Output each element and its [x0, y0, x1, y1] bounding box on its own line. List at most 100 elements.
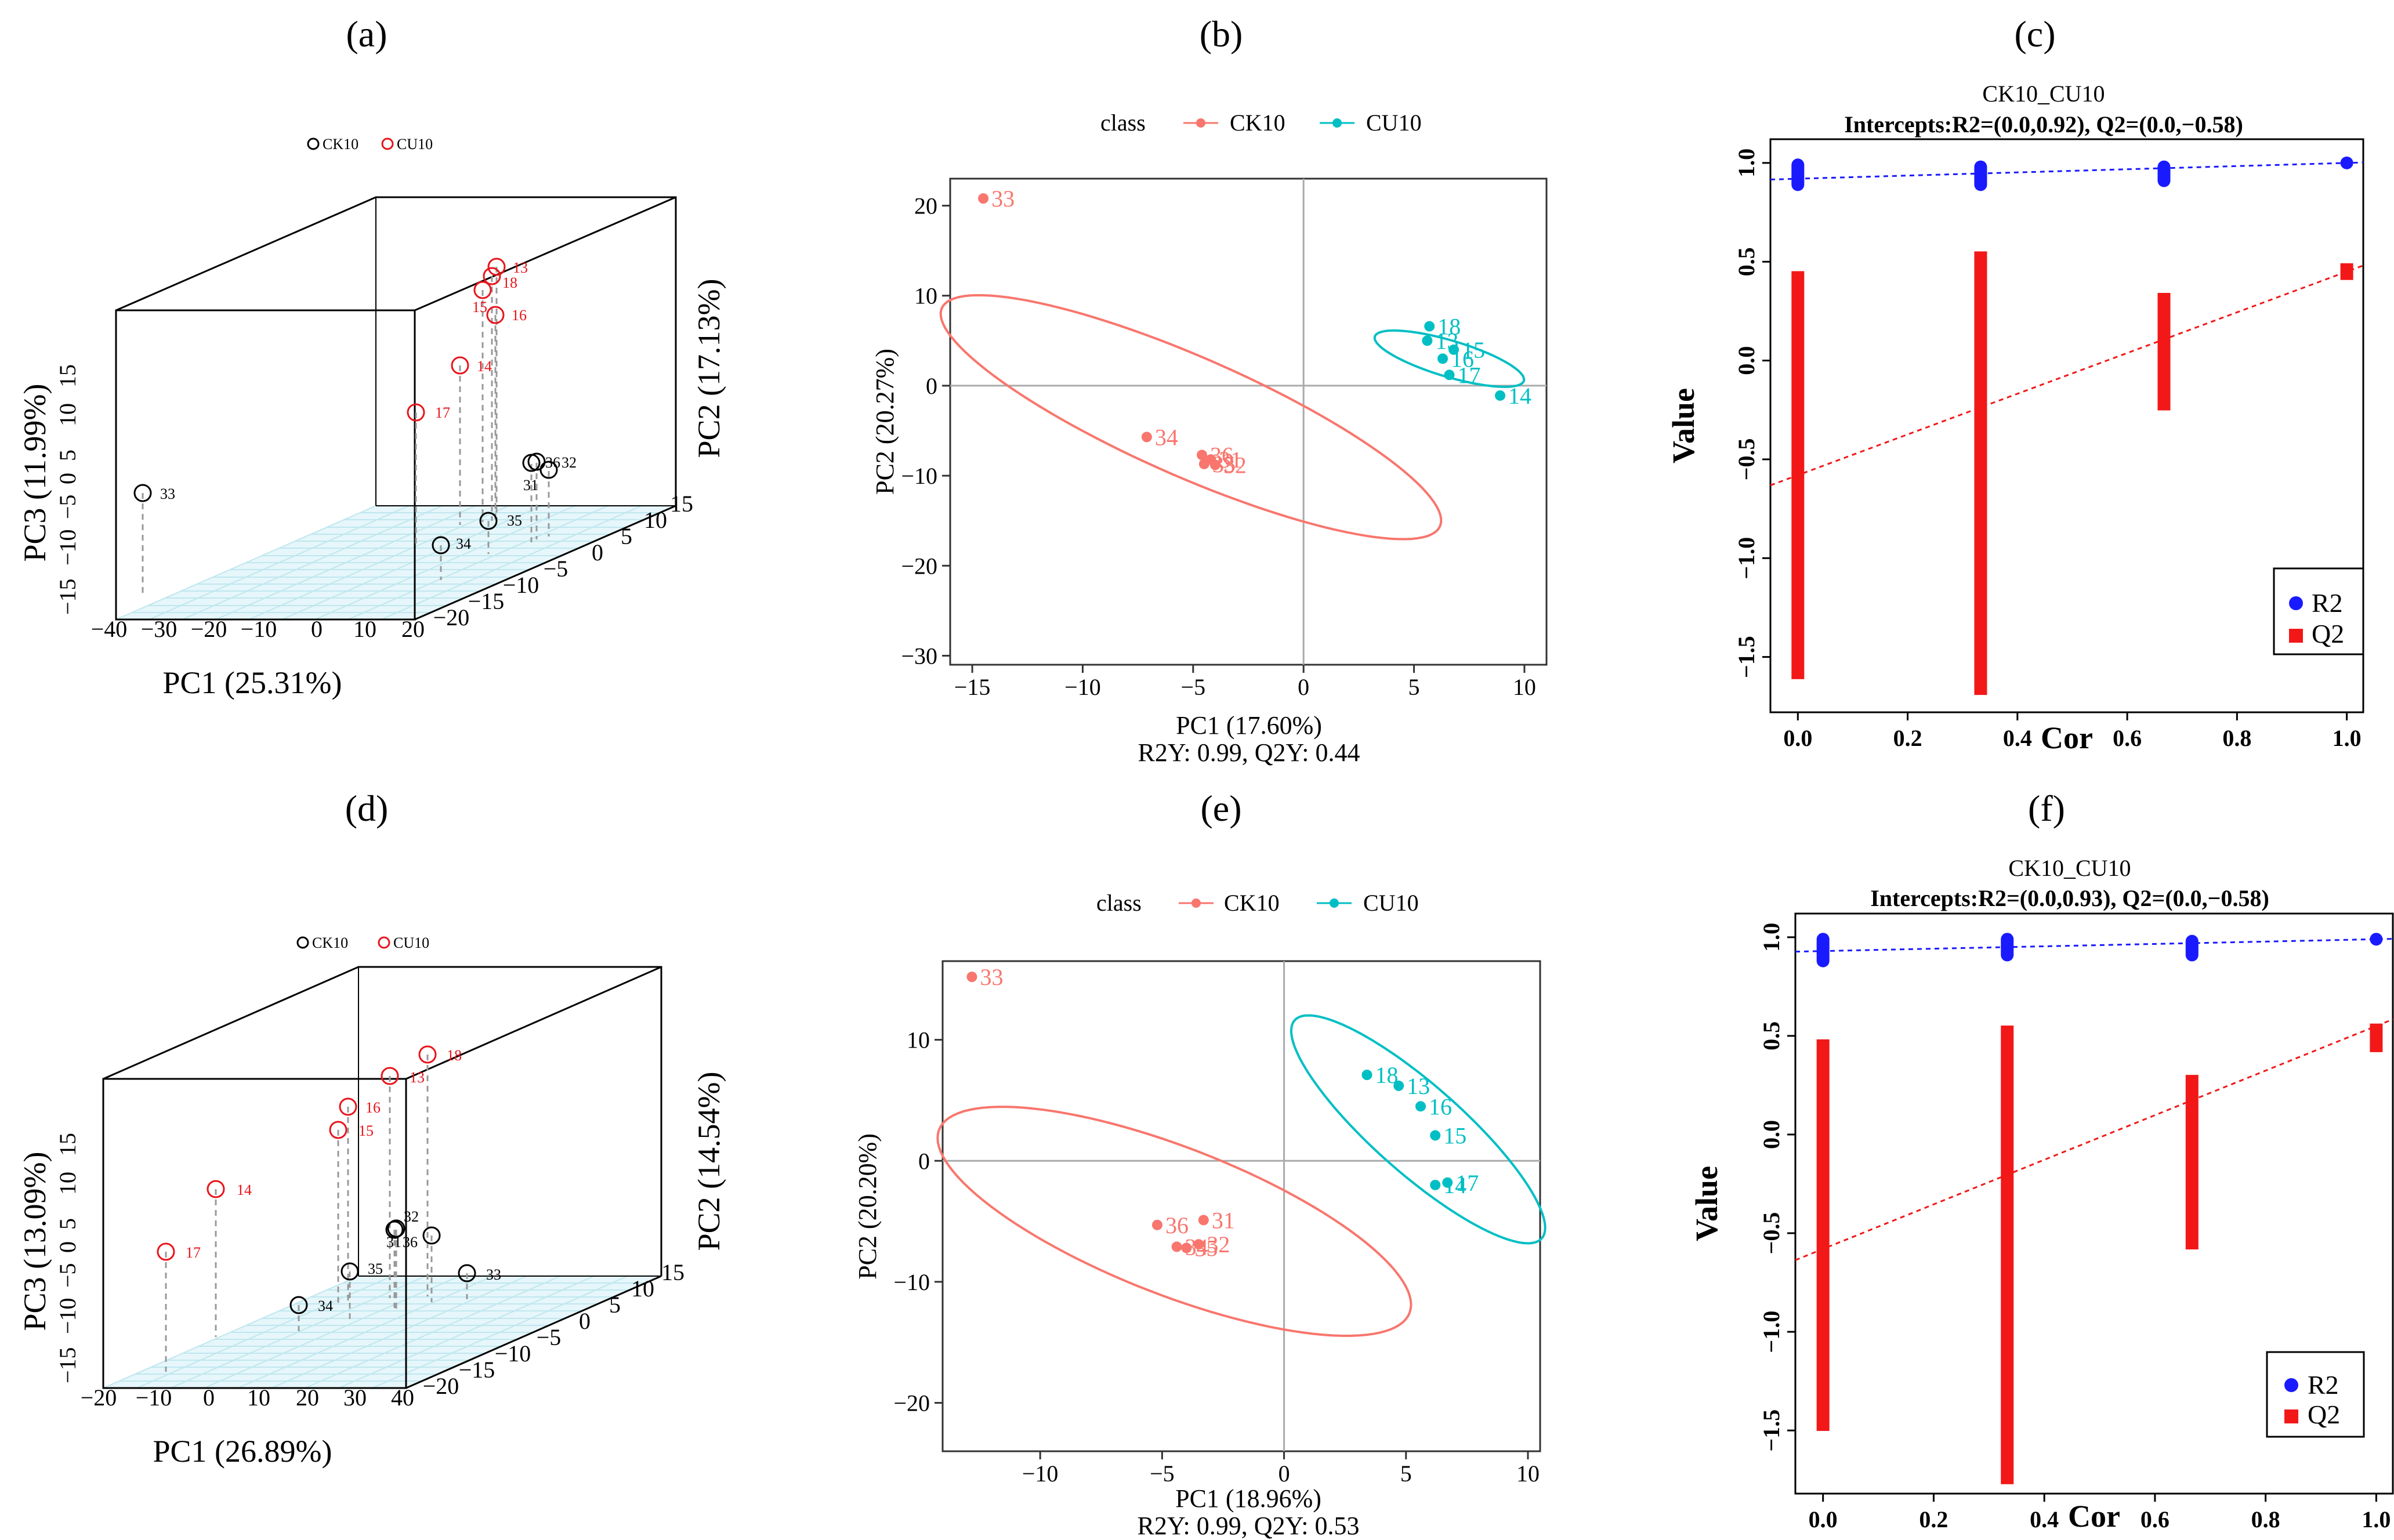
- point-label-14: 14: [1443, 1172, 1466, 1198]
- point-label-36: 36: [403, 1234, 418, 1251]
- point-32: [1193, 1239, 1204, 1250]
- marker-r2: [2370, 933, 2383, 946]
- x-axis: −20 −10 0 10 20 30 40 PC1 (26.89%): [81, 1385, 414, 1469]
- x-tick-label: −20: [191, 616, 227, 642]
- x-tick-label: 0: [1298, 674, 1309, 700]
- point-13: [381, 1067, 399, 1085]
- point-label-17: 17: [186, 1244, 201, 1261]
- y-tick-label: −1.0: [1758, 1311, 1784, 1353]
- legend-label-cu10: CU10: [393, 934, 429, 951]
- marker-q2: [1974, 251, 1987, 695]
- y-tick-label: −20: [423, 1373, 459, 1399]
- point-16: [1437, 353, 1448, 364]
- y-tick-label: 5: [621, 523, 632, 549]
- score-plot-b: (b) class CK10 CU10 −15 −10 −5 0 5 10 −30 −20 −1…: [871, 13, 1548, 767]
- y-tick-label: −1.0: [1733, 537, 1759, 579]
- plot-frame: [941, 960, 1541, 1452]
- point-label-34: 34: [456, 535, 471, 552]
- chart-subtitle: Intercepts:R2=(0.0,0.92), Q2=(0.0,−0.58): [1844, 111, 2243, 137]
- point-36: [1197, 450, 1208, 461]
- drop-lines: [142, 267, 550, 597]
- box-frame: [102, 966, 662, 1389]
- y-tick-label: 0: [592, 539, 603, 566]
- x-tick-label: 10: [1513, 674, 1536, 700]
- point-label-15: 15: [358, 1122, 374, 1139]
- point-label-14: 14: [237, 1182, 252, 1198]
- x-tick-label: 10: [247, 1385, 270, 1411]
- legend-marker-r2: [2289, 596, 2303, 610]
- x-tick-label: 5: [1408, 674, 1420, 700]
- point-16: [1415, 1101, 1426, 1112]
- drop-lines: [165, 1055, 468, 1372]
- plot-frame: [1794, 912, 2394, 1495]
- marker-q2: [2001, 1026, 2014, 1484]
- y-tick-label: 10: [907, 1027, 930, 1053]
- panel-label: (e): [1200, 788, 1241, 829]
- point-label-31: 31: [386, 1234, 401, 1251]
- chart-subtitle: Intercepts:R2=(0.0,0.93), Q2=(0.0,−0.58): [1870, 885, 2269, 911]
- y-axis-title: Value: [1666, 388, 1701, 463]
- point-label-16: 16: [1451, 346, 1474, 372]
- point-label-16: 16: [365, 1099, 381, 1116]
- point-36: [527, 452, 546, 471]
- z-tick-label: 15: [55, 1133, 81, 1156]
- x-axis-title: PC1 (17.60%): [1176, 711, 1322, 740]
- legend-label-r2: R2: [2312, 588, 2343, 618]
- legend: CK10 CU10: [307, 136, 433, 153]
- legend-label-ck10: CK10: [323, 136, 358, 153]
- point-label-34: 34: [318, 1298, 333, 1314]
- y-tick-label: −0.5: [1758, 1212, 1784, 1255]
- point-label-36: 36: [1165, 1212, 1189, 1238]
- x-tick-label: 20: [401, 616, 425, 642]
- point-36: [387, 1219, 405, 1238]
- x-tick-label: 0.0: [1809, 1506, 1838, 1532]
- point-15: [1448, 344, 1459, 355]
- y-tick-label: 0: [926, 373, 937, 399]
- x-tick-label: 1.0: [2362, 1506, 2391, 1532]
- point-label-18: 18: [502, 274, 517, 291]
- z-tick-label: 0: [55, 1241, 81, 1253]
- point-label-35: 35: [368, 1260, 383, 1277]
- legend-label-ck10: CK10: [1224, 890, 1280, 916]
- point-label-13: 13: [410, 1069, 425, 1086]
- point-17: [157, 1242, 175, 1261]
- panel-label: (a): [346, 13, 387, 55]
- point-15: [473, 281, 492, 299]
- y-tick-label: 10: [631, 1276, 654, 1302]
- point-label-32: 32: [1207, 1231, 1230, 1258]
- y-tick-label: −10: [503, 572, 539, 598]
- y-tick-label: 1.0: [1733, 148, 1759, 177]
- point-35: [479, 512, 498, 530]
- pca3d-chart-a: (a) CK10 CU10: [17, 13, 726, 700]
- point-33: [458, 1264, 476, 1282]
- point-14: [1430, 1179, 1441, 1190]
- point-label-31: 31: [1212, 1207, 1235, 1233]
- point-label-32: 32: [562, 454, 577, 471]
- y-tick-label: 5: [609, 1292, 621, 1318]
- point-17: [1442, 1177, 1453, 1188]
- x-tick-label: −10: [241, 616, 277, 642]
- legend-box: [2266, 1351, 2365, 1438]
- z-tick-label: 10: [55, 403, 81, 426]
- x-tick-label: 0.2: [1893, 725, 1922, 751]
- x-tick-label: −20: [81, 1385, 117, 1411]
- z-tick-label: −10: [55, 529, 81, 566]
- chart-title: CK10_CU10: [2008, 855, 2131, 881]
- y-axis-title: PC2 (17.13%): [691, 279, 726, 458]
- legend-label-cu10: CU10: [1366, 110, 1422, 136]
- point-label-17: 17: [1457, 362, 1480, 388]
- point-16: [339, 1097, 357, 1116]
- x-axis-title: Cor: [2041, 720, 2093, 755]
- x-tick-label: 40: [391, 1385, 414, 1411]
- y-tick-label: −15: [468, 588, 505, 614]
- point-label-16: 16: [512, 307, 527, 324]
- y-tick-label: 20: [914, 193, 937, 219]
- point-33: [966, 972, 977, 983]
- legend-marker-ck10: [1196, 118, 1205, 128]
- point-label-31: 31: [523, 477, 538, 494]
- point-18: [1424, 321, 1435, 332]
- point-label-33: 33: [486, 1266, 501, 1283]
- point-label-15: 15: [1443, 1122, 1466, 1148]
- legend-label-r2: R2: [2308, 1370, 2339, 1400]
- marker-r2: [1816, 933, 1830, 968]
